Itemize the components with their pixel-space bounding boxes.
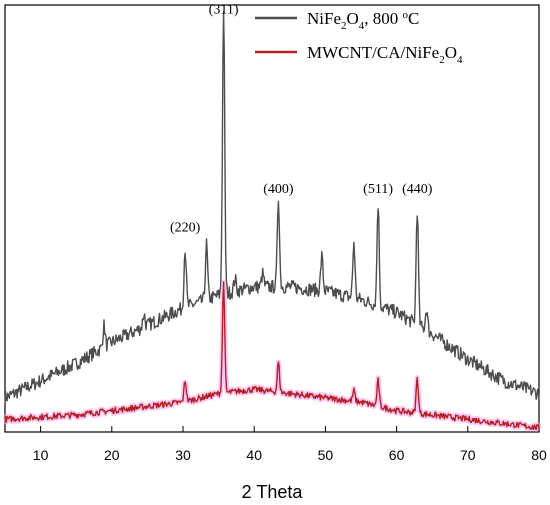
series-layer	[2, 11, 542, 432]
x-tick-label: 40	[246, 447, 262, 463]
legend-part: 4	[457, 54, 463, 66]
legend-part: 2	[439, 54, 445, 66]
legend-part: C	[408, 9, 419, 28]
legend-part: MWCNT/CA/NiFe	[307, 43, 439, 62]
legend-part: , 800	[364, 9, 402, 28]
peak-annotation: (440)	[402, 182, 433, 197]
peak-annotation: (400)	[263, 182, 294, 197]
x-tick-label: 60	[389, 447, 405, 463]
x-tick-label: 50	[318, 447, 334, 463]
plot-frame	[4, 4, 540, 433]
legend: NiFe2O4, 800 oC MWCNT/CA/NiFe2O4	[255, 9, 463, 66]
peak-annotation: (311)	[209, 3, 239, 18]
legend-part: O	[445, 43, 457, 62]
legend-part: o	[403, 9, 409, 21]
series-line-1	[4, 281, 540, 431]
legend-label-mwcnt: MWCNT/CA/NiFe2O4	[307, 43, 463, 66]
legend-part: 4	[359, 20, 365, 32]
series-line-0	[4, 11, 540, 405]
peak-annotation: (511)	[363, 182, 393, 197]
x-tick-label: 20	[104, 447, 120, 463]
x-axis-title: 2 Theta	[242, 482, 304, 502]
legend-part: NiFe	[307, 9, 341, 28]
x-tick-label: 70	[460, 447, 476, 463]
x-tick-label: 80	[531, 447, 547, 463]
peak-annotation: (220)	[170, 220, 201, 235]
legend-label-nife2o4: NiFe2O4, 800 oC	[307, 9, 419, 32]
peak-annotations: (311) (220) (400) (511) (440)	[170, 3, 433, 236]
x-tick-label: 30	[175, 447, 191, 463]
legend-part: 2	[341, 20, 347, 32]
x-ticks: 10 20 30 40 50 60 70 80	[33, 426, 547, 463]
legend-part: O	[347, 9, 359, 28]
x-tick-label: 10	[33, 447, 49, 463]
